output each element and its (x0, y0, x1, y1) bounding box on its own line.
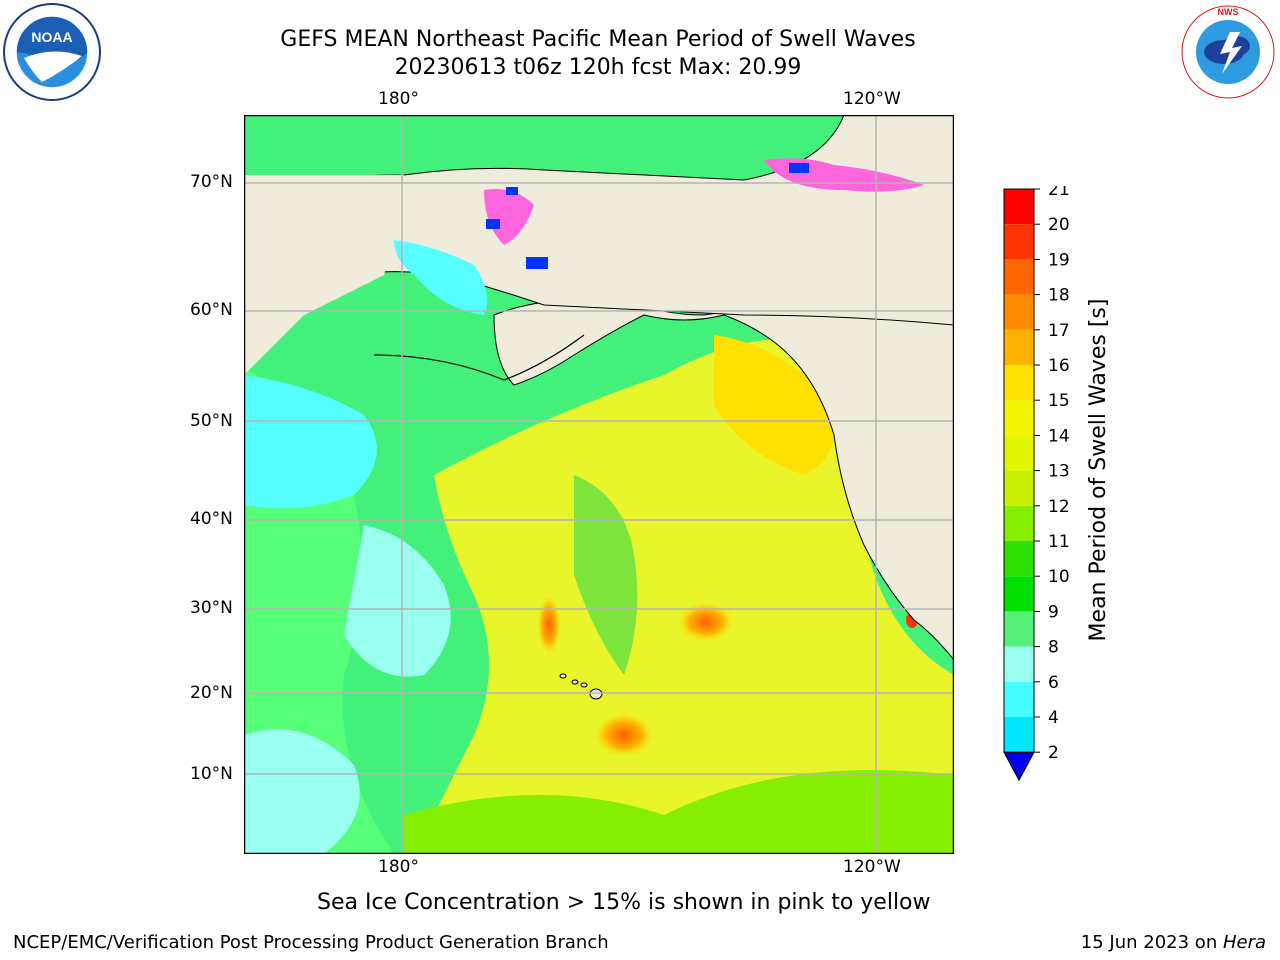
colorbar-tick-label: 18 (1048, 286, 1070, 306)
colorbar: 21 20 19 18 17 16 15 14 13 12 11 10 9 8 6 4 2 (1000, 180, 1120, 786)
colorbar-tick-label: 19 (1048, 250, 1070, 270)
colorbar-segment (1004, 365, 1034, 401)
lon-label-bottom-180: 180° (378, 857, 419, 877)
colorbar-segment (1004, 224, 1034, 260)
lat-label-60n: 60°N (190, 300, 233, 320)
colorbar-segment (1004, 541, 1034, 577)
lat-label-70n: 70°N (190, 172, 233, 192)
nws-logo-icon: NWS (1180, 4, 1276, 100)
south-green-band (404, 770, 954, 854)
sea-ice-blue-c (789, 163, 809, 173)
colorbar-tick-label: 14 (1048, 426, 1070, 446)
gulf-yellow (714, 335, 836, 475)
colorbar-segment (1004, 717, 1034, 753)
lat-label-10n: 10°N (190, 764, 233, 784)
colorbar-label: Mean Period of Swell Waves [s] (1086, 298, 1111, 642)
colorbar-tick-label: 15 (1048, 391, 1070, 411)
colorbar-segment (1004, 576, 1034, 612)
noaa-wordmark: NOAA (31, 29, 72, 45)
map-panel (243, 114, 955, 855)
colorbar-segment (1004, 611, 1034, 647)
colorbar-segment (1004, 505, 1034, 541)
colorbar-segment (1004, 259, 1034, 295)
colorbar-svg: 21 20 19 18 17 16 15 14 13 12 11 10 9 8 6 4 2 (1003, 180, 1070, 782)
siberia-land (244, 175, 404, 375)
colorbar-segment (1004, 646, 1034, 682)
colorbar-tick-label: 10 (1048, 567, 1070, 587)
sea-ice-note: Sea Ice Concentration > 15% is shown in … (317, 890, 931, 915)
footer-date-text: 15 Jun 2023 on (1080, 932, 1223, 953)
aleutian-chain (373, 334, 585, 381)
colorbar-segment (1004, 294, 1034, 330)
colorbar-tick-label: 11 (1048, 532, 1070, 552)
green-tongue (574, 475, 638, 675)
nws-ring-text: NWS (1218, 7, 1239, 17)
colorbar-tick-label: 8 (1048, 638, 1059, 658)
footer-machine: Hera (1222, 932, 1266, 953)
sea-ice-bering (394, 240, 488, 315)
colorbar-segment (1004, 470, 1034, 506)
colorbar-segment (1004, 400, 1034, 436)
colorbar-tick-label: 20 (1048, 215, 1070, 235)
colorbar-tick-label: 9 (1048, 602, 1059, 622)
hotspot-west (537, 595, 561, 655)
west-cyan-south (244, 729, 360, 854)
colorbar-underflow-arrow (1003, 751, 1035, 782)
colorbar-tick-label: 2 (1048, 743, 1059, 763)
colorbar-segment (1004, 189, 1034, 225)
colorbar-segment (1004, 435, 1034, 471)
chart-title: GEFS MEAN Northeast Pacific Mean Period … (280, 27, 916, 52)
lat-label-40n: 40°N (190, 509, 233, 529)
lat-label-20n: 20°N (190, 683, 233, 703)
lat-label-50n: 50°N (190, 411, 233, 431)
footer-date: 15 Jun 2023 on Hera (1081, 932, 1266, 953)
sea-ice-blue-a (506, 187, 518, 195)
lat-label-30n: 30°N (190, 598, 233, 618)
colorbar-segment (1004, 329, 1034, 365)
colorbar-tick-label: 21 (1048, 186, 1070, 200)
west-cyan-pocket (244, 375, 377, 509)
west-cyan-patch (344, 525, 451, 677)
footer-credit: NCEP/EMC/Verification Post Processing Pr… (13, 932, 609, 953)
colorbar-tick-label: 6 (1048, 673, 1059, 693)
colorbar-tick-label: 13 (1048, 462, 1070, 482)
colorbar-tick-label: 4 (1048, 708, 1059, 728)
colorbar-segment (1004, 681, 1034, 717)
noaa-logo-icon: NOAA (3, 3, 101, 101)
lon-label-bottom-120w: 120°W (843, 857, 901, 877)
sea-ice-blue-b (486, 219, 500, 229)
colorbar-tick-label: 12 (1048, 497, 1070, 517)
central-yellow-region (414, 339, 954, 854)
colorbar-tick-label: 17 (1048, 321, 1070, 341)
lon-label-top-180: 180° (378, 89, 419, 109)
hawaii-islands (559, 673, 603, 700)
chart-subtitle: 20230613 t06z 120h fcst Max: 20.99 (394, 55, 802, 80)
map-svg (243, 114, 955, 855)
graticule (244, 115, 954, 854)
hotspot-south (594, 713, 654, 757)
sea-ice-chukchi (484, 189, 534, 245)
map-frame (243, 114, 955, 855)
colorbar-tick-label: 16 (1048, 356, 1070, 376)
north-america-land (493, 298, 954, 661)
lon-label-top-120w: 120°W (843, 89, 901, 109)
hotspot-east (678, 602, 734, 642)
sea-ice-blue-d (526, 257, 548, 269)
